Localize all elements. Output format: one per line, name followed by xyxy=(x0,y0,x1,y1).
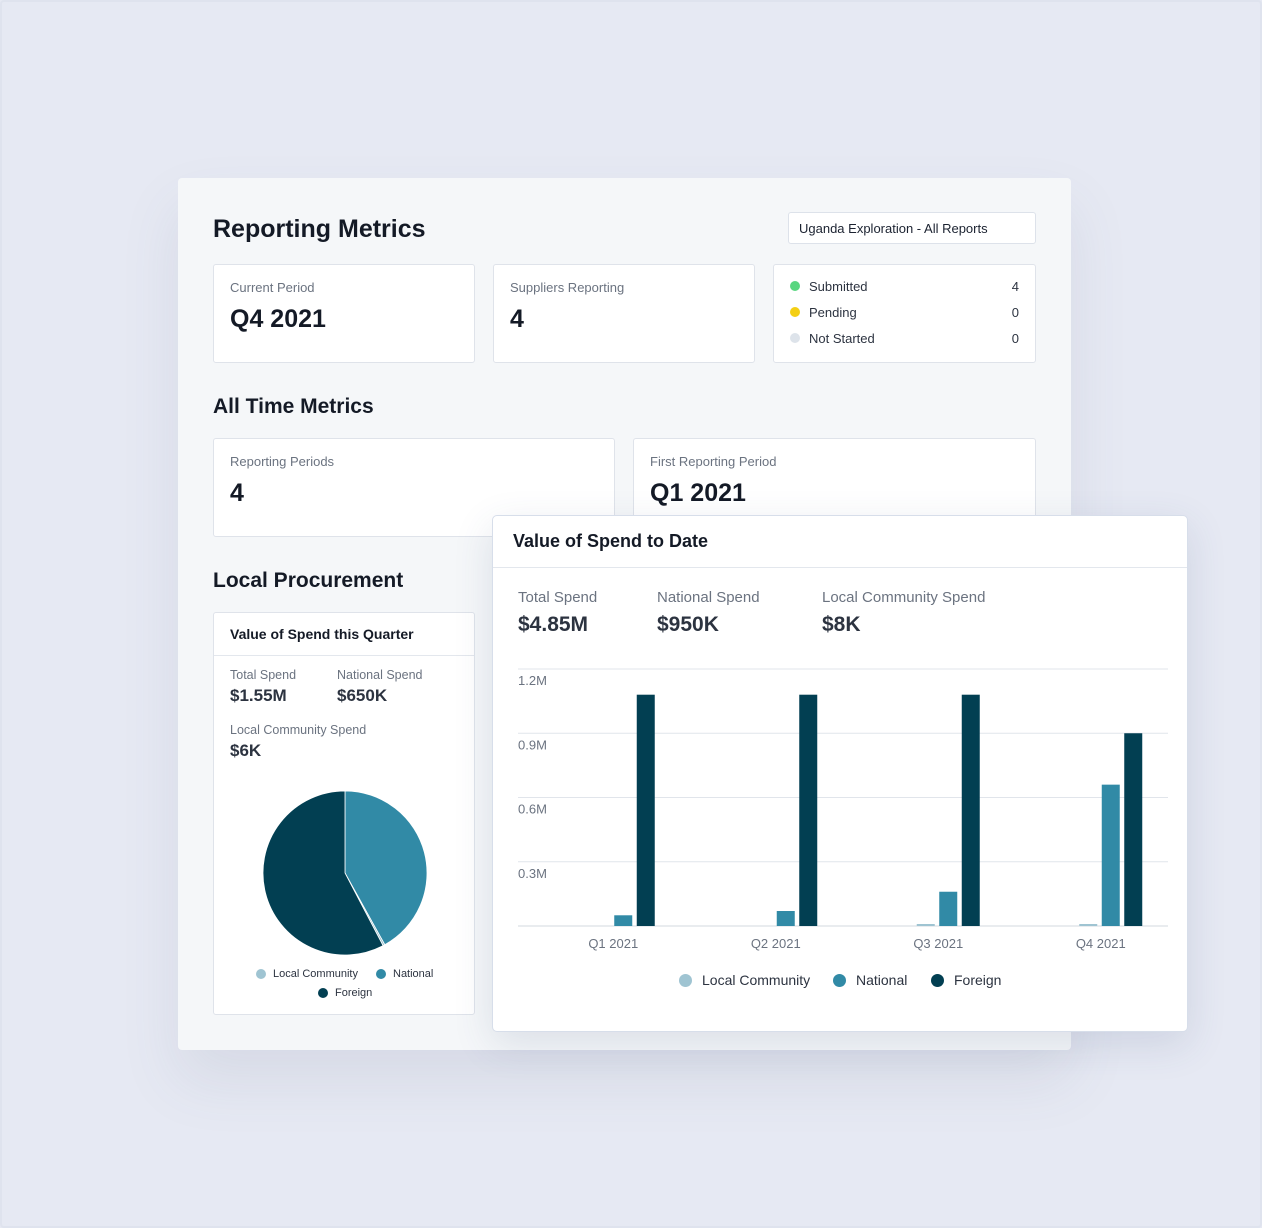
y-tick-label: 0.6M xyxy=(518,802,547,817)
current-period-card: Current Period Q4 2021 xyxy=(213,264,475,363)
submitted-dot-icon xyxy=(790,281,800,291)
y-tick-label: 0.9M xyxy=(518,737,547,752)
legend-label: Local Community xyxy=(702,972,811,988)
current-period-label: Current Period xyxy=(230,280,315,295)
suppliers-reporting-value: 4 xyxy=(510,305,524,333)
status-card: Submitted 4 Pending 0 Not Started 0 xyxy=(773,264,1036,363)
suppliers-reporting-label: Suppliers Reporting xyxy=(510,280,625,295)
pie-legend-national: National xyxy=(376,968,433,980)
x-tick-label: Q1 2021 xyxy=(588,936,638,951)
status-row-pending: Pending 0 xyxy=(790,303,1019,321)
bar-national-q2-2021[interactable] xyxy=(776,911,795,926)
spend-to-date-title: Value of Spend to Date xyxy=(513,531,709,551)
all-time-metrics-title: All Time Metrics xyxy=(213,395,374,418)
reporting-periods-label: Reporting Periods xyxy=(230,454,335,469)
national-dot-icon xyxy=(376,969,386,979)
report-selector[interactable]: Uganda Exploration - All Reports xyxy=(788,212,1036,244)
pending-dot-icon xyxy=(790,307,800,317)
pie-slice-national[interactable] xyxy=(344,790,428,946)
quarter-spend-card: Value of Spend this Quarter Total Spend … xyxy=(213,612,475,1015)
bar-national-q4-2021[interactable] xyxy=(1101,784,1120,926)
bar-foreign-q1-2021[interactable] xyxy=(636,694,655,926)
quarter-spend-title: Value of Spend this Quarter xyxy=(230,626,414,642)
pie-legend-foreign: Foreign xyxy=(318,987,372,999)
pie-legend-local: Local Community xyxy=(256,968,358,980)
x-tick-label: Q4 2021 xyxy=(1076,936,1126,951)
spend-to-date-card: Value of Spend to Date Total Spend $4.85… xyxy=(492,515,1188,1032)
bar-foreign-q3-2021[interactable] xyxy=(961,694,980,926)
quarter-total-spend-label: Total Spend xyxy=(230,668,297,682)
quarter-national-spend-label: National Spend xyxy=(337,668,423,682)
total-spend-label: Total Spend xyxy=(518,589,598,606)
status-row-submitted: Submitted 4 xyxy=(790,277,1019,295)
status-count: 0 xyxy=(1011,330,1019,346)
bar-local-community-q3-2021[interactable] xyxy=(916,924,935,926)
national-dot-icon xyxy=(833,973,846,987)
bar-national-q3-2021[interactable] xyxy=(939,891,958,926)
legend-label: Foreign xyxy=(954,972,1002,988)
total-spend-value: $4.85M xyxy=(518,613,589,636)
quarter-total-spend-value: $1.55M xyxy=(230,686,287,705)
local-spend-label: Local Community Spend xyxy=(822,589,986,606)
local-spend-value: $8K xyxy=(822,613,861,636)
x-tick-label: Q3 2021 xyxy=(913,936,963,951)
y-tick-label: 1.2M xyxy=(518,673,547,688)
divider xyxy=(214,655,474,656)
national-spend-value: $950K xyxy=(657,613,719,636)
bar-legend-national: National xyxy=(833,972,907,988)
foreign-dot-icon xyxy=(318,988,328,998)
status-count: 4 xyxy=(1011,278,1019,294)
y-tick-label: 0.3M xyxy=(518,866,547,881)
local-community-dot-icon xyxy=(256,969,266,979)
legend-label: Local Community xyxy=(273,968,358,980)
spend-to-date-bar-chart: 1.2M 0.9M 0.6M 0.3M Q1 2021 Q2 2021 Q3 2021 Q4 … xyxy=(518,668,1168,951)
status-row-not-started: Not Started 0 xyxy=(790,329,1019,347)
current-period-value: Q4 2021 xyxy=(230,305,326,333)
status-label: Not Started xyxy=(809,330,875,346)
bar-foreign-q2-2021[interactable] xyxy=(799,694,818,926)
quarter-national-spend-value: $650K xyxy=(337,686,388,705)
not-started-dot-icon xyxy=(790,333,800,343)
x-tick-label: Q2 2021 xyxy=(751,936,801,951)
legend-label: National xyxy=(393,968,434,980)
quarter-spend-pie-chart xyxy=(262,790,428,956)
pie-slice-foreign[interactable] xyxy=(262,790,384,956)
status-label: Submitted xyxy=(809,278,868,294)
status-count: 0 xyxy=(1011,304,1019,320)
foreign-dot-icon xyxy=(931,973,944,987)
local-community-dot-icon xyxy=(679,973,692,987)
bar-national-q1-2021[interactable] xyxy=(614,915,633,926)
reporting-metrics-title: Reporting Metrics xyxy=(213,215,426,243)
suppliers-reporting-card: Suppliers Reporting 4 xyxy=(493,264,755,363)
bar-legend-local: Local Community xyxy=(679,972,810,988)
status-label: Pending xyxy=(809,304,857,320)
first-reporting-period-label: First Reporting Period xyxy=(650,454,777,469)
bar-legend-foreign: Foreign xyxy=(931,972,1001,988)
legend-label: National xyxy=(856,972,908,988)
local-procurement-title: Local Procurement xyxy=(213,569,404,592)
quarter-local-spend-label: Local Community Spend xyxy=(230,723,367,737)
first-reporting-period-value: Q1 2021 xyxy=(650,479,746,507)
reporting-periods-value: 4 xyxy=(230,479,244,507)
divider xyxy=(493,567,1187,568)
national-spend-label: National Spend xyxy=(657,589,760,606)
bar-foreign-q4-2021[interactable] xyxy=(1124,733,1143,926)
quarter-local-spend-value: $6K xyxy=(230,741,262,760)
legend-label: Foreign xyxy=(335,987,373,999)
bar-local-community-q4-2021[interactable] xyxy=(1079,924,1098,926)
